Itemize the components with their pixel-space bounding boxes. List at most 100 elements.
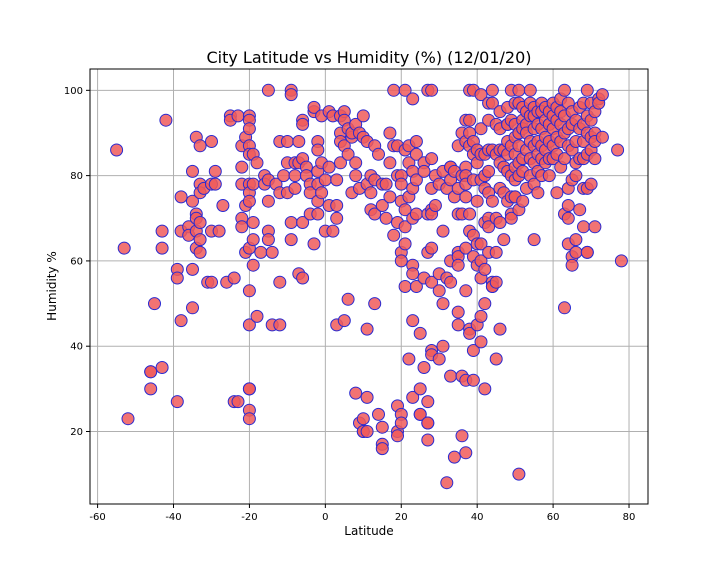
scatter-point	[398, 220, 412, 234]
x-tick-label: 20	[395, 512, 408, 523]
scatter-point	[406, 314, 420, 328]
scatter-point	[360, 425, 374, 438]
scatter-point	[561, 211, 575, 225]
scatter-point	[432, 284, 446, 298]
scatter-point	[451, 318, 465, 332]
scatter-point	[398, 237, 412, 251]
scatter-point	[493, 216, 507, 229]
scatter-point	[311, 143, 325, 157]
scatter-point	[315, 186, 329, 200]
scatter-point	[580, 83, 594, 97]
scatter-point	[474, 122, 488, 136]
scatter-point	[463, 207, 477, 221]
scatter-point	[409, 207, 423, 221]
data-points	[110, 83, 628, 490]
y-tick-label: 80	[70, 171, 83, 182]
scatter-point	[174, 314, 188, 328]
scatter-point	[110, 143, 124, 157]
scatter-point	[451, 258, 465, 272]
y-tick-label: 20	[70, 427, 83, 438]
scatter-point	[425, 241, 439, 255]
scatter-point	[372, 147, 385, 161]
scatter-point	[273, 318, 287, 332]
scatter-point	[398, 280, 412, 293]
scatter-point	[227, 271, 241, 285]
scatter-point	[516, 194, 530, 208]
scatter-point	[383, 156, 397, 170]
scatter-point	[322, 160, 336, 174]
scatter-point	[170, 395, 184, 409]
scatter-point	[208, 164, 222, 178]
scatter-point	[387, 228, 401, 242]
scatter-point	[463, 113, 477, 127]
scatter-point	[489, 275, 503, 289]
scatter-point	[261, 233, 275, 247]
scatter-point	[330, 199, 344, 212]
x-axis-label: Latitude	[344, 524, 393, 538]
scatter-point	[455, 429, 469, 443]
scatter-point	[588, 220, 602, 234]
scatter-point	[368, 297, 382, 311]
scatter-point	[330, 211, 344, 225]
scatter-point	[349, 156, 363, 170]
scatter-point	[360, 322, 374, 336]
scatter-point	[318, 173, 332, 187]
plot-frame	[89, 68, 649, 505]
scatter-point	[394, 416, 408, 430]
scatter-point	[523, 83, 537, 97]
scatter-point	[246, 233, 260, 247]
scatter-point	[493, 322, 507, 336]
scatter-point	[478, 382, 492, 396]
scatter-point	[588, 152, 602, 166]
scatter-point	[451, 305, 465, 319]
scatter-point	[459, 284, 473, 298]
scatter-point	[242, 318, 256, 332]
scatter-point	[406, 92, 420, 106]
x-tick-label: -60	[89, 512, 105, 523]
scatter-point	[284, 233, 298, 247]
scatter-point	[569, 233, 583, 247]
x-tick-label: 80	[623, 512, 636, 523]
scatter-point	[391, 429, 404, 443]
scatter-point	[205, 275, 218, 289]
scatter-point	[155, 224, 169, 238]
scatter-point	[261, 83, 275, 97]
scatter-point	[296, 117, 310, 131]
scatter-point	[155, 241, 169, 255]
scatter-point	[558, 83, 571, 97]
scatter-point	[349, 386, 363, 400]
scatter-point	[474, 335, 488, 349]
scatter-point	[155, 361, 169, 374]
scatter-point	[265, 245, 279, 259]
scatter-point	[364, 186, 378, 200]
scatter-point	[356, 412, 370, 426]
x-tick-label: 60	[547, 512, 560, 523]
scatter-point	[421, 416, 435, 430]
scatter-point	[186, 262, 199, 276]
x-tick-label: 40	[471, 512, 484, 523]
scatter-point	[558, 301, 571, 315]
scatter-point	[478, 297, 492, 311]
scatter-point	[375, 442, 389, 456]
scatter-point	[193, 233, 207, 247]
scatter-point	[413, 382, 427, 396]
scatter-point	[144, 365, 158, 379]
scatter-point	[235, 160, 249, 174]
scatter-point	[614, 254, 628, 268]
scatter-point	[261, 194, 275, 208]
scatter-point	[436, 224, 450, 238]
scatter-point	[246, 216, 260, 229]
scatter-point	[330, 173, 344, 187]
scatter-point	[242, 284, 256, 298]
scatter-point	[250, 156, 264, 170]
scatter-point	[117, 241, 131, 255]
scatter-point	[121, 412, 135, 426]
scatter-point	[174, 190, 188, 204]
scatter-point	[432, 352, 446, 366]
scatter-point	[341, 147, 355, 161]
scatter-point	[231, 395, 245, 409]
scatter-point	[436, 339, 450, 353]
scatter-point	[425, 275, 439, 289]
scatter-point	[394, 254, 408, 268]
